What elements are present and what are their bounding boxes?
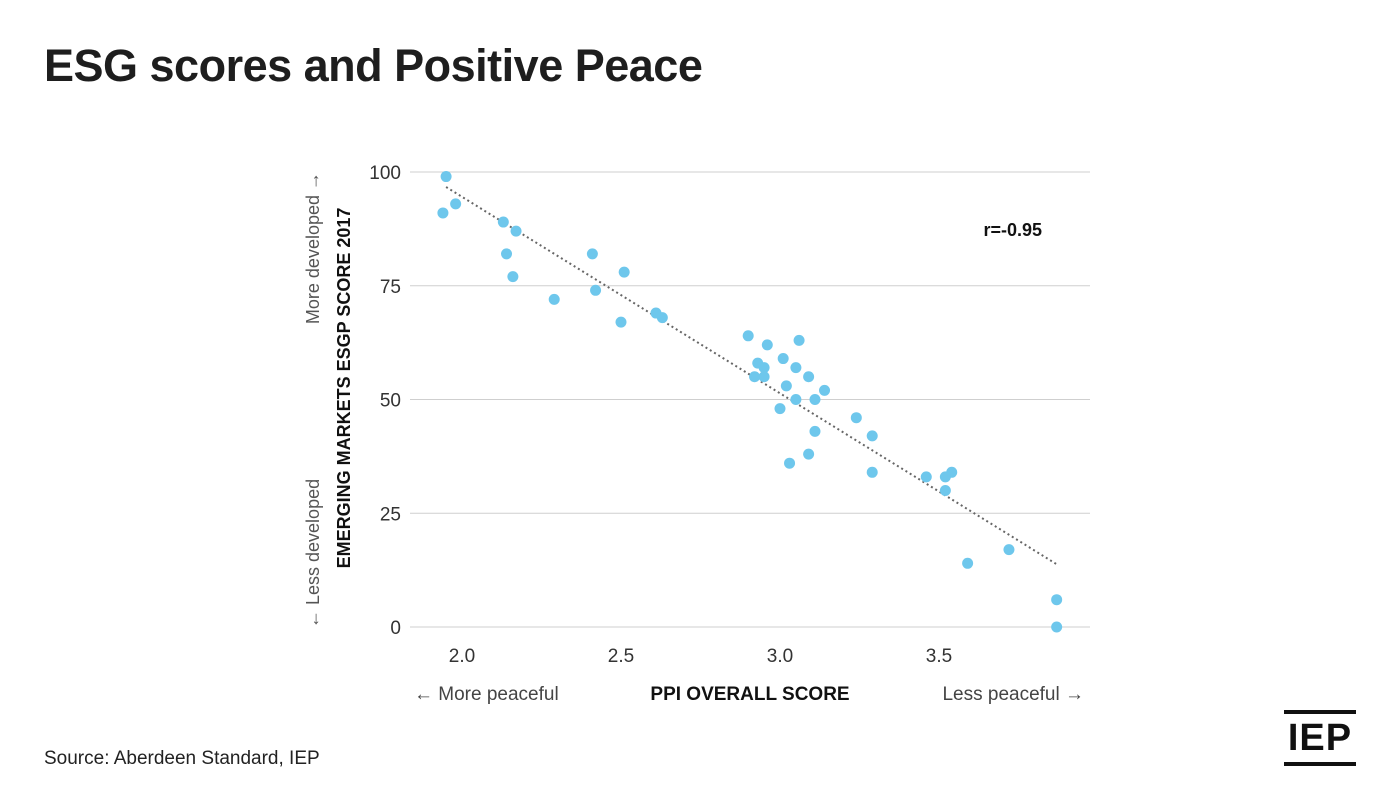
data-point: [793, 334, 805, 346]
x-direction-left-label: ← More peaceful: [414, 684, 559, 705]
page-title: ESG scores and Positive Peace: [44, 40, 703, 91]
y-tick-label: 100: [369, 163, 401, 184]
iep-logo: IEP: [1284, 710, 1356, 766]
x-tick-labels: 2.0 2.5 3.0 3.5: [449, 646, 952, 667]
data-point: [450, 198, 462, 210]
data-point: [803, 371, 815, 383]
y-tick-label: 50: [380, 391, 401, 412]
data-point: [1003, 544, 1015, 556]
data-point: [939, 485, 951, 496]
x-direction-right-label: Less peaceful →: [942, 684, 1084, 705]
data-point: [437, 207, 449, 219]
x-tick-label: 3.5: [926, 646, 952, 667]
logo-text: IEP: [1287, 717, 1353, 759]
x-tick-label: 3.0: [767, 646, 793, 667]
source-note: Source: Aberdeen Standard, IEP: [44, 748, 320, 769]
logo-bottom-bar: [1284, 762, 1356, 766]
data-point: [777, 353, 789, 365]
data-point: [920, 471, 932, 483]
data-point: [590, 284, 602, 296]
data-point: [850, 412, 862, 424]
gridlines: [410, 171, 1090, 628]
data-point: [586, 248, 598, 260]
data-point: [615, 316, 627, 328]
data-point: [803, 448, 815, 460]
data-point: [1051, 621, 1063, 633]
data-point: [758, 371, 770, 383]
data-point: [819, 384, 831, 396]
data-point: [790, 362, 802, 374]
y-axis-title: EMERGING MARKETS ESGP SCORE 2017: [334, 208, 354, 569]
data-point: [440, 171, 452, 183]
y-tick-label: 0: [390, 618, 401, 639]
data-point: [946, 466, 958, 478]
x-tick-label: 2.0: [449, 646, 475, 667]
data-point: [784, 457, 796, 469]
data-point: [548, 293, 560, 305]
x-tick-label: 2.5: [608, 646, 634, 667]
data-point: [618, 266, 630, 278]
data-point: [510, 225, 522, 237]
data-point: [1051, 594, 1063, 606]
data-point: [501, 248, 513, 260]
data-point: [809, 425, 821, 437]
y-direction-bottom-label: ← Less developed: [303, 479, 323, 628]
data-point: [656, 312, 668, 324]
data-point: [742, 330, 754, 342]
data-point: [774, 403, 786, 415]
data-point: [866, 466, 878, 478]
y-tick-labels: 0 25 50 75 100: [369, 163, 401, 639]
data-point: [866, 430, 878, 442]
data-points: [437, 171, 1063, 633]
data-point: [761, 339, 773, 351]
data-point: [962, 557, 974, 569]
x-axis-title: PPI OVERALL SCORE: [650, 684, 849, 705]
data-point: [749, 371, 761, 383]
data-point: [809, 394, 821, 405]
data-point: [497, 216, 509, 228]
y-tick-label: 75: [380, 277, 401, 298]
data-point: [507, 271, 519, 283]
y-direction-top-label: More developed →: [303, 172, 323, 324]
y-tick-label: 25: [380, 504, 401, 525]
logo-top-bar: [1284, 710, 1356, 714]
correlation-annotation: r=-0.95: [983, 220, 1042, 240]
data-point: [780, 380, 792, 392]
data-point: [790, 394, 802, 405]
data-point: [758, 362, 770, 374]
